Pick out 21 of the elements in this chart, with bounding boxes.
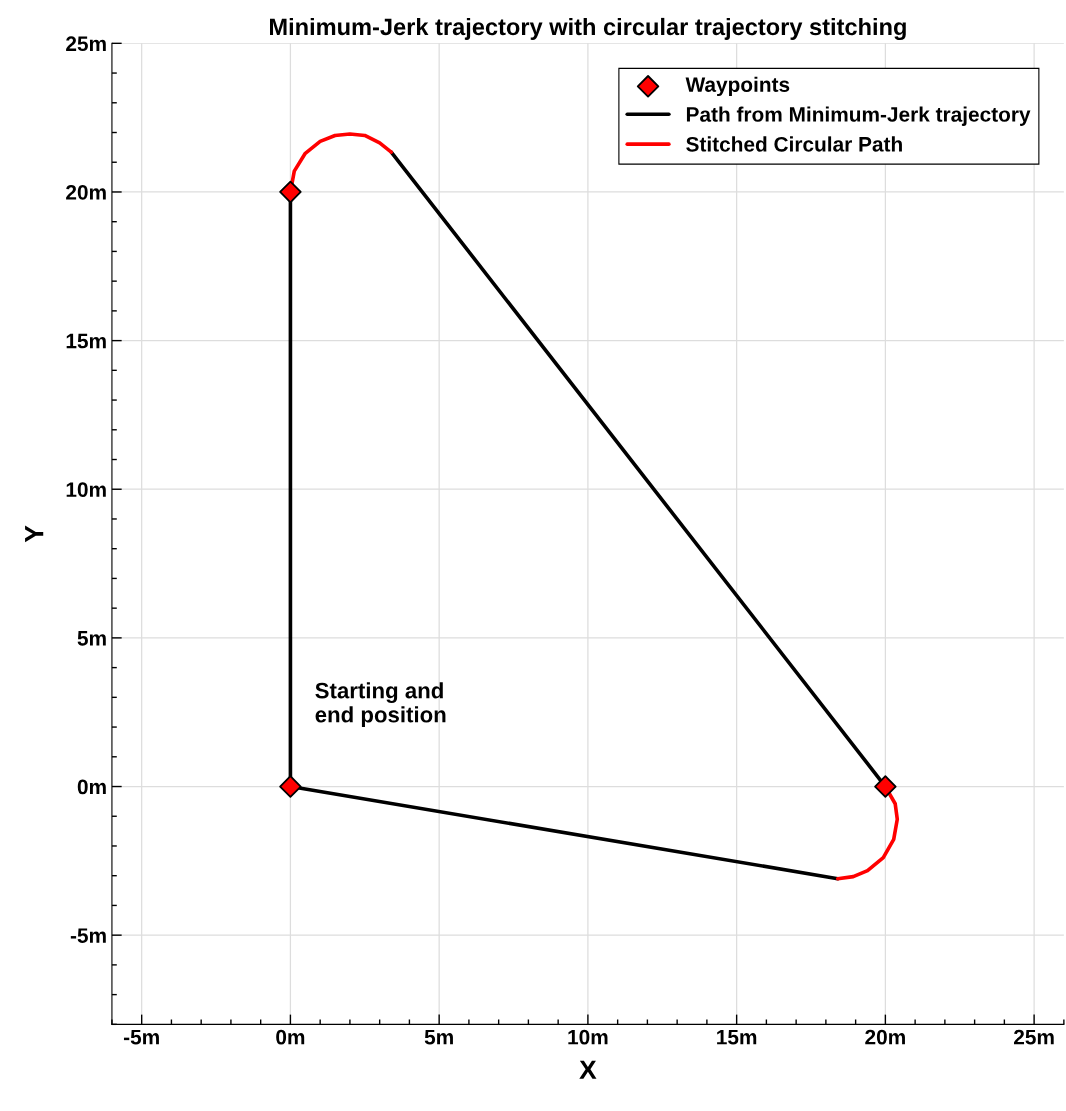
x-tick-label: 5m xyxy=(424,1029,453,1045)
y-tick-label: -5m xyxy=(70,928,106,943)
chart-title: Minimum-Jerk trajectory with circular trajectory stitching xyxy=(270,17,906,40)
x-tick-label: -5m xyxy=(123,1029,159,1045)
annotation: Starting and end position xyxy=(315,682,446,727)
y-tick-label: 15m xyxy=(66,333,106,349)
legend-label: Stitched Circular Path xyxy=(686,136,902,152)
x-tick-label: 15m xyxy=(717,1029,757,1045)
y-axis-title: Y xyxy=(25,525,44,543)
y-tick-label: 10m xyxy=(66,482,106,497)
y-tick-label: 20m xyxy=(66,184,106,200)
y-tick-label: 25m xyxy=(66,36,106,52)
x-tick-label: 25m xyxy=(1013,1029,1054,1045)
legend-label: Path from Minimum-Jerk trajectory xyxy=(686,106,1031,126)
y-tick-label: 5m xyxy=(77,631,106,646)
x-tick-label: 20m xyxy=(865,1029,905,1045)
legend-label: Waypoints xyxy=(685,76,790,97)
y-tick-label: 0m xyxy=(77,779,106,795)
x-axis-title: X xyxy=(579,1060,597,1079)
x-tick-label: 0m xyxy=(276,1029,305,1045)
x-tick-label: 10m xyxy=(568,1029,608,1045)
